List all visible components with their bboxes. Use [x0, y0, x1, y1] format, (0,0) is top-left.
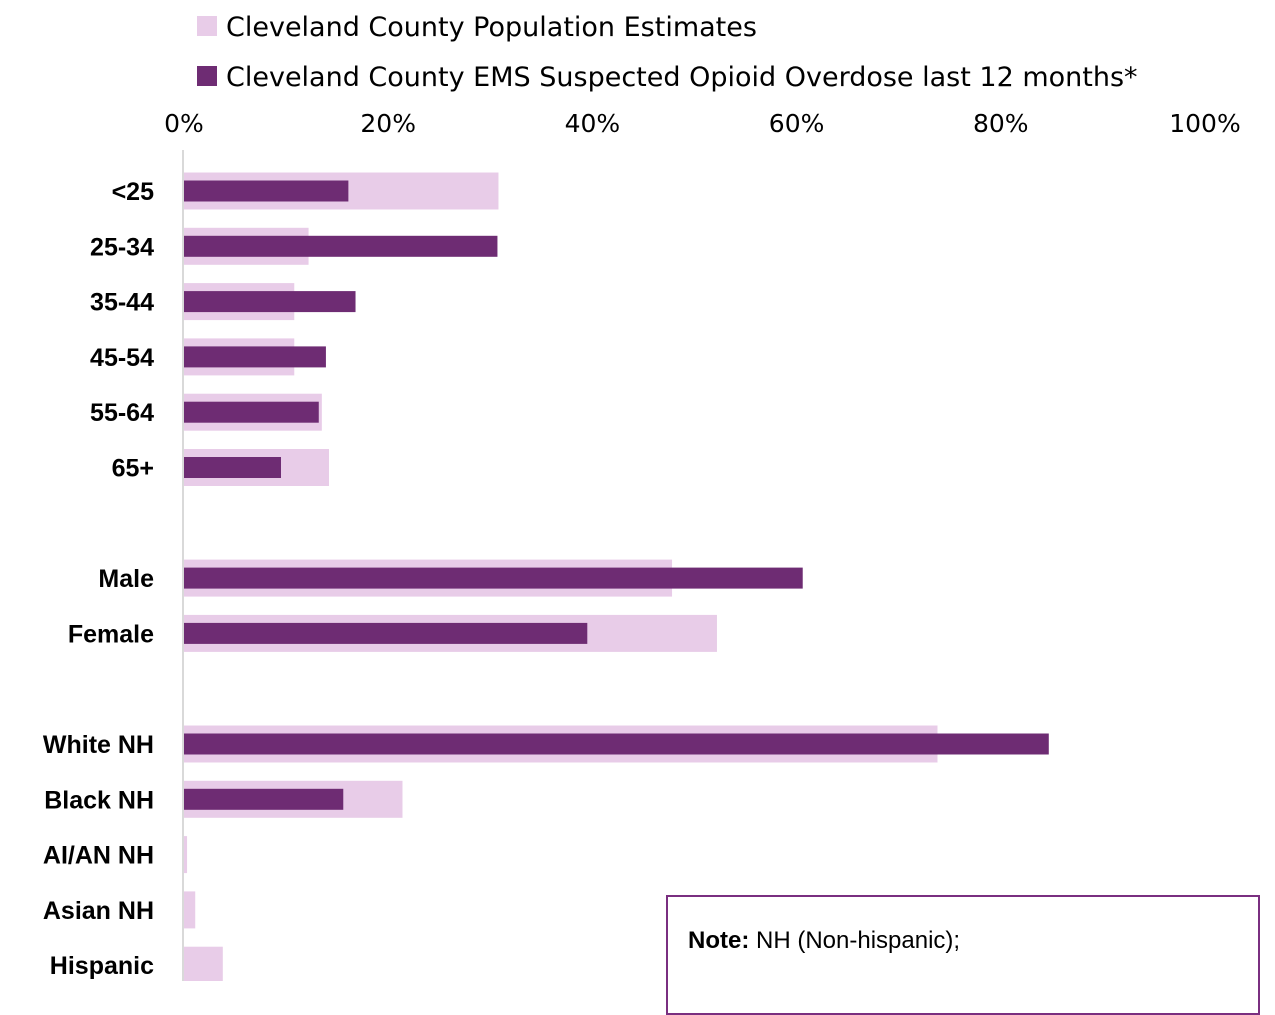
category-label-white-nh: White NH [43, 731, 154, 759]
x-tick-label: 80% [973, 109, 1029, 138]
category-label-male: Male [98, 565, 154, 593]
note-text: Note: NH (Non-hispanic); [688, 927, 960, 955]
bar-ems-female [184, 622, 588, 644]
x-tick-label: 20% [360, 109, 416, 138]
bar-ems-65 [184, 457, 281, 478]
category-labels: <25 25-34 35-44 45-54 55-64 65+ Male Female Whit… [43, 178, 154, 980]
bar-ems-45-54 [184, 346, 326, 368]
bar-ems-25-34 [184, 235, 498, 257]
legend: Cleveland County Population Estimates Cle… [197, 12, 1138, 93]
bar-ems-black-nh [184, 788, 344, 810]
bar-ems-male [184, 567, 803, 589]
category-label-65: 65+ [112, 455, 154, 483]
bars [184, 172, 1049, 981]
x-tick-label: 60% [769, 109, 825, 138]
bar-ems-white-nh [184, 733, 1049, 755]
bar-ems-35-44 [184, 291, 356, 313]
category-label-female: Female [68, 620, 154, 648]
category-label-asian-nh: Asian NH [43, 897, 154, 925]
x-tick-label: 40% [565, 109, 621, 138]
bar-population-hispanic [184, 946, 223, 981]
category-label-black-nh: Black NH [44, 786, 154, 814]
legend-label-2: Cleveland County EMS Suspected Opioid Ov… [226, 62, 1138, 93]
category-label-55-64: 55-64 [90, 399, 154, 427]
bar-ems-55-64 [184, 401, 319, 423]
category-label-45-54: 45-54 [90, 344, 154, 372]
x-axis-ticks: 0% 20% 40% 60% 80% 100% [164, 109, 1241, 138]
note-body: NH (Non-hispanic); [749, 927, 961, 954]
bar-population-asian-nh [184, 891, 196, 929]
category-label-hispanic: Hispanic [50, 952, 154, 980]
category-label-ai-an-nh: AI/AN NH [43, 842, 154, 870]
bar-population-ai-an-nh [184, 836, 188, 874]
note-box: Note: NH (Non-hispanic); [666, 895, 1260, 1015]
bar-ems-25 [184, 180, 349, 202]
legend-swatch-2 [197, 66, 217, 86]
legend-swatch-1 [197, 16, 217, 36]
x-tick-label: 100% [1169, 109, 1240, 138]
category-label-25-34: 25-34 [90, 233, 154, 261]
category-label-25: <25 [112, 178, 155, 206]
x-tick-label: 0% [164, 109, 204, 138]
bar-chart: Cleveland County Population Estimates Cle… [43, 12, 1241, 981]
legend-label-1: Cleveland County Population Estimates [226, 12, 757, 43]
note-label: Note: [688, 927, 750, 954]
category-label-35-44: 35-44 [90, 289, 154, 317]
